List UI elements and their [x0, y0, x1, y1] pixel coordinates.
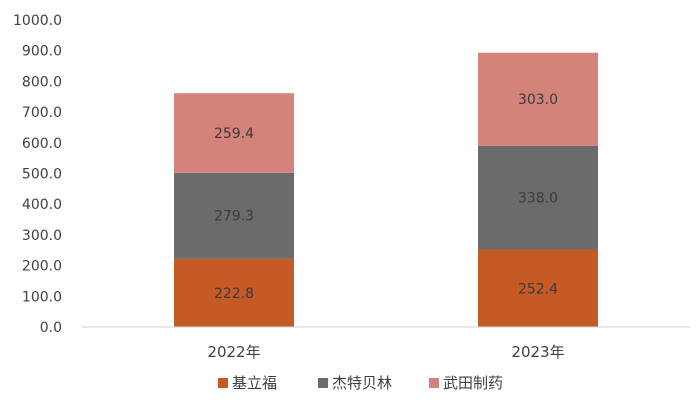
y-tick-label: 1000.0: [13, 13, 62, 29]
y-tick-label: 600.0: [22, 136, 62, 152]
data-label: 303.0: [518, 92, 558, 108]
y-tick-label: 300.0: [22, 228, 62, 244]
legend-label: 杰特贝林: [332, 374, 392, 392]
legend: 基立福 杰特贝林 武田制药: [218, 374, 503, 392]
bar-segment: [174, 172, 294, 259]
bar-segment: [174, 93, 294, 173]
legend-label: 武田制药: [443, 374, 503, 392]
y-tick-label: 200.0: [22, 259, 62, 275]
bar-segment: [478, 249, 598, 327]
bar-segment: [174, 258, 294, 327]
data-label: 338.0: [518, 191, 558, 207]
bars: 222.8 279.3 259.4 252.4 338.0 303.0: [174, 52, 598, 327]
data-label: 252.4: [518, 281, 558, 297]
legend-label: 基立福: [232, 374, 277, 392]
y-tick-label: 500.0: [22, 167, 62, 183]
y-tick-label: 400.0: [22, 197, 62, 213]
bar-segment: [478, 52, 598, 146]
y-tick-label: 100.0: [22, 289, 62, 305]
x-category-label: 2022年: [207, 343, 260, 361]
y-axis: 0.0 100.0 200.0 300.0 400.0 500.0 600.0 700.0 80…: [13, 13, 62, 336]
legend-swatch: [429, 378, 439, 388]
y-tick-label: 900.0: [22, 44, 62, 60]
y-tick-label: 700.0: [22, 105, 62, 121]
data-label: 279.3: [214, 209, 254, 225]
x-axis: 2022年 2023年: [207, 343, 564, 361]
legend-swatch: [218, 378, 228, 388]
data-label: 259.4: [214, 126, 254, 142]
legend-swatch: [318, 378, 328, 388]
data-label: 222.8: [214, 286, 254, 302]
bar-segment: [478, 145, 598, 250]
x-category-label: 2023年: [511, 343, 564, 361]
y-tick-label: 0.0: [40, 320, 62, 336]
y-tick-label: 800.0: [22, 74, 62, 90]
